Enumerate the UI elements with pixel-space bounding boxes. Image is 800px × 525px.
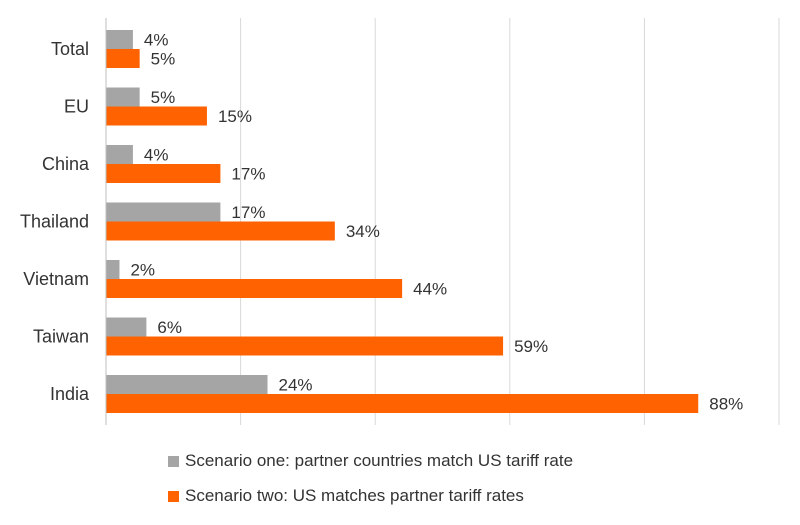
bar-total-scenario-two xyxy=(106,49,140,68)
value-label-thailand-scenario-two: 34% xyxy=(346,222,380,241)
category-label-thailand: Thailand xyxy=(20,212,89,232)
value-label-vietnam-scenario-two: 44% xyxy=(413,280,447,299)
value-label-india-scenario-two: 88% xyxy=(709,395,743,414)
bar-vietnam-scenario-two xyxy=(106,279,403,298)
bar-vietnam-scenario-one xyxy=(106,260,120,279)
bars xyxy=(106,30,699,413)
value-label-china-scenario-two: 17% xyxy=(231,165,265,184)
value-label-vietnam-scenario-one: 2% xyxy=(130,261,155,280)
category-label-vietnam: Vietnam xyxy=(23,269,89,289)
bar-taiwan-scenario-two xyxy=(106,336,504,356)
value-label-india-scenario-one: 24% xyxy=(279,376,313,395)
value-label-china-scenario-one: 4% xyxy=(144,146,169,165)
bar-china-scenario-two xyxy=(106,164,221,183)
bar-thailand-scenario-one xyxy=(106,202,221,222)
bar-india-scenario-one xyxy=(106,375,268,394)
bar-china-scenario-one xyxy=(106,145,133,164)
bar-india-scenario-two xyxy=(106,394,699,413)
category-label-total: Total xyxy=(51,39,89,59)
bar-total-scenario-one xyxy=(106,30,133,49)
value-label-eu-scenario-two: 15% xyxy=(218,107,252,126)
value-label-taiwan-scenario-one: 6% xyxy=(157,318,182,337)
value-label-total-scenario-two: 5% xyxy=(151,50,176,69)
value-labels: 4%5%5%15%4%17%17%34%2%44%6%59%24%88% xyxy=(130,31,743,414)
category-label-eu: EU xyxy=(64,97,89,117)
legend-label-scenario-one: Scenario one: partner countries match US… xyxy=(185,451,574,470)
legend-label-scenario-two: Scenario two: US matches partner tariff … xyxy=(185,486,524,505)
value-label-total-scenario-one: 4% xyxy=(144,31,169,50)
category-label-china: China xyxy=(42,154,90,174)
value-label-taiwan-scenario-two: 59% xyxy=(514,337,548,356)
category-labels: Total EU China Thailand Vietnam Taiwan India xyxy=(20,39,90,404)
gridlines xyxy=(240,18,780,425)
bar-taiwan-scenario-one xyxy=(106,317,147,337)
bar-thailand-scenario-two xyxy=(106,221,335,241)
bar-eu-scenario-one xyxy=(106,87,140,107)
value-label-eu-scenario-one: 5% xyxy=(151,88,176,107)
legend-swatch-scenario-one xyxy=(168,455,179,467)
category-label-india: India xyxy=(50,384,90,404)
legend-swatch-scenario-two xyxy=(168,490,179,502)
bar-chart: Total EU China Thailand Vietnam Taiwan India 4… xyxy=(20,18,780,425)
category-label-taiwan: Taiwan xyxy=(33,327,89,347)
bar-eu-scenario-two xyxy=(106,106,207,126)
legend-item-scenario-one: Scenario one: partner countries match US… xyxy=(168,451,573,471)
value-label-thailand-scenario-one: 17% xyxy=(231,203,265,222)
legend-item-scenario-two: Scenario two: US matches partner tariff … xyxy=(168,486,524,506)
